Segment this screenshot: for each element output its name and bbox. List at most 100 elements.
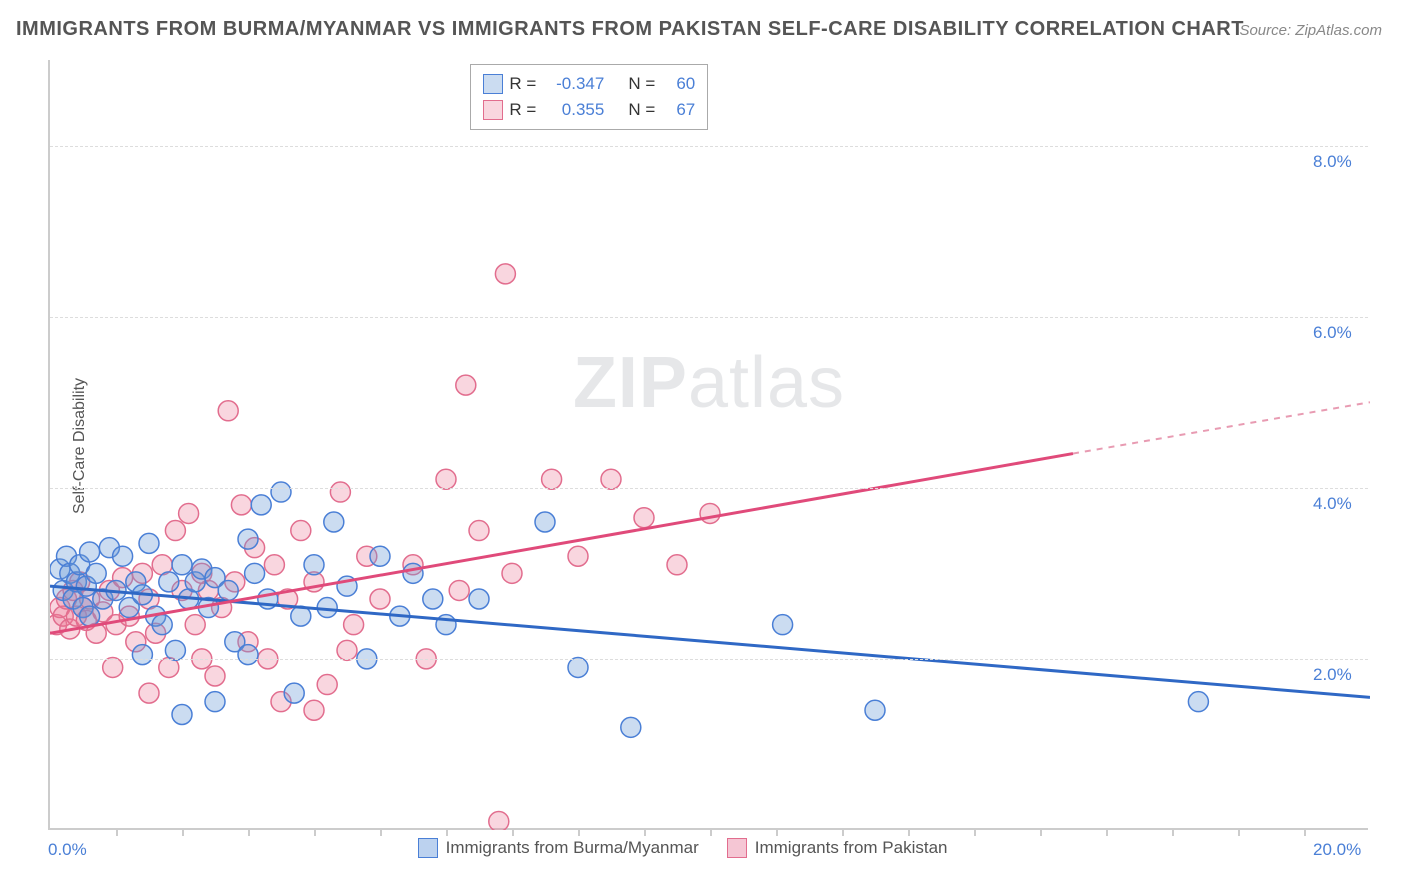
data-point xyxy=(291,521,311,541)
data-point xyxy=(423,589,443,609)
legend-label: Immigrants from Pakistan xyxy=(755,838,948,858)
data-point xyxy=(139,533,159,553)
data-point xyxy=(502,563,522,583)
x-tick xyxy=(182,828,184,836)
data-point xyxy=(205,692,225,712)
legend-label: Immigrants from Burma/Myanmar xyxy=(446,838,699,858)
data-point xyxy=(773,615,793,635)
legend-row: R = 0.355 N = 67 xyxy=(483,97,695,123)
x-tick xyxy=(578,828,580,836)
data-point xyxy=(185,615,205,635)
data-point xyxy=(456,375,476,395)
data-point xyxy=(103,657,123,677)
x-axis-min-label: 0.0% xyxy=(48,840,87,860)
x-tick xyxy=(644,828,646,836)
y-tick-label: 8.0% xyxy=(1313,152,1352,172)
data-point xyxy=(172,705,192,725)
legend-swatch xyxy=(727,838,747,858)
legend-item: Immigrants from Pakistan xyxy=(727,838,948,858)
chart-root: IMMIGRANTS FROM BURMA/MYANMAR VS IMMIGRA… xyxy=(0,0,1406,892)
x-tick xyxy=(446,828,448,836)
x-tick xyxy=(1238,828,1240,836)
data-point xyxy=(634,508,654,528)
data-point xyxy=(245,563,265,583)
data-point xyxy=(601,469,621,489)
n-value: 67 xyxy=(661,100,695,120)
data-point xyxy=(172,555,192,575)
y-tick-label: 2.0% xyxy=(1313,665,1352,685)
correlation-legend: R =-0.347N =60R =0.355N =67 xyxy=(470,64,708,130)
data-point xyxy=(370,546,390,566)
chart-title: IMMIGRANTS FROM BURMA/MYANMAR VS IMMIGRA… xyxy=(16,18,1244,41)
data-point xyxy=(621,717,641,737)
data-point xyxy=(337,640,357,660)
data-point xyxy=(700,503,720,523)
data-point xyxy=(139,683,159,703)
data-point xyxy=(495,264,515,284)
data-point xyxy=(542,469,562,489)
data-point xyxy=(238,529,258,549)
data-point xyxy=(865,700,885,720)
data-point xyxy=(568,546,588,566)
data-point xyxy=(370,589,390,609)
data-point xyxy=(165,521,185,541)
data-point xyxy=(1188,692,1208,712)
data-point xyxy=(205,666,225,686)
x-tick xyxy=(380,828,382,836)
x-tick xyxy=(974,828,976,836)
series-legend: Immigrants from Burma/Myanmar Immigrants … xyxy=(418,838,948,858)
y-tick-label: 4.0% xyxy=(1313,494,1352,514)
data-point xyxy=(80,542,100,562)
y-tick-label: 6.0% xyxy=(1313,323,1352,343)
data-point xyxy=(317,675,337,695)
x-tick xyxy=(512,828,514,836)
data-point xyxy=(535,512,555,532)
data-point xyxy=(449,580,469,600)
legend-swatch xyxy=(483,74,503,94)
gridline xyxy=(50,488,1368,489)
x-axis-max-label: 20.0% xyxy=(1313,840,1361,860)
x-tick xyxy=(908,828,910,836)
n-label: N = xyxy=(628,100,655,120)
data-point xyxy=(264,555,284,575)
gridline xyxy=(50,659,1368,660)
data-point xyxy=(330,482,350,502)
x-tick xyxy=(314,828,316,836)
x-tick xyxy=(842,828,844,836)
trend-line xyxy=(1073,402,1370,453)
data-point xyxy=(159,572,179,592)
r-label: R = xyxy=(509,74,536,94)
data-point xyxy=(568,657,588,677)
source-attribution: Source: ZipAtlas.com xyxy=(1239,22,1382,39)
gridline xyxy=(50,317,1368,318)
r-value: 0.355 xyxy=(542,100,604,120)
data-point xyxy=(238,645,258,665)
r-label: R = xyxy=(509,100,536,120)
data-point xyxy=(403,563,423,583)
data-point xyxy=(489,811,509,830)
data-point xyxy=(165,640,185,660)
data-point xyxy=(271,482,291,502)
x-tick xyxy=(1172,828,1174,836)
legend-swatch xyxy=(418,838,438,858)
x-tick xyxy=(116,828,118,836)
x-tick xyxy=(1304,828,1306,836)
x-tick xyxy=(1040,828,1042,836)
data-point xyxy=(469,589,489,609)
legend-row: R =-0.347N =60 xyxy=(483,71,695,97)
data-point xyxy=(218,580,238,600)
data-point xyxy=(667,555,687,575)
data-point xyxy=(113,546,133,566)
x-tick xyxy=(1106,828,1108,836)
data-point xyxy=(251,495,271,515)
x-tick xyxy=(776,828,778,836)
data-point xyxy=(304,555,324,575)
scatter-svg xyxy=(50,60,1370,830)
data-point xyxy=(284,683,304,703)
data-point xyxy=(80,606,100,626)
data-point xyxy=(304,700,324,720)
gridline xyxy=(50,146,1368,147)
data-point xyxy=(324,512,344,532)
data-point xyxy=(218,401,238,421)
plot-area: ZIPatlas xyxy=(48,60,1368,830)
